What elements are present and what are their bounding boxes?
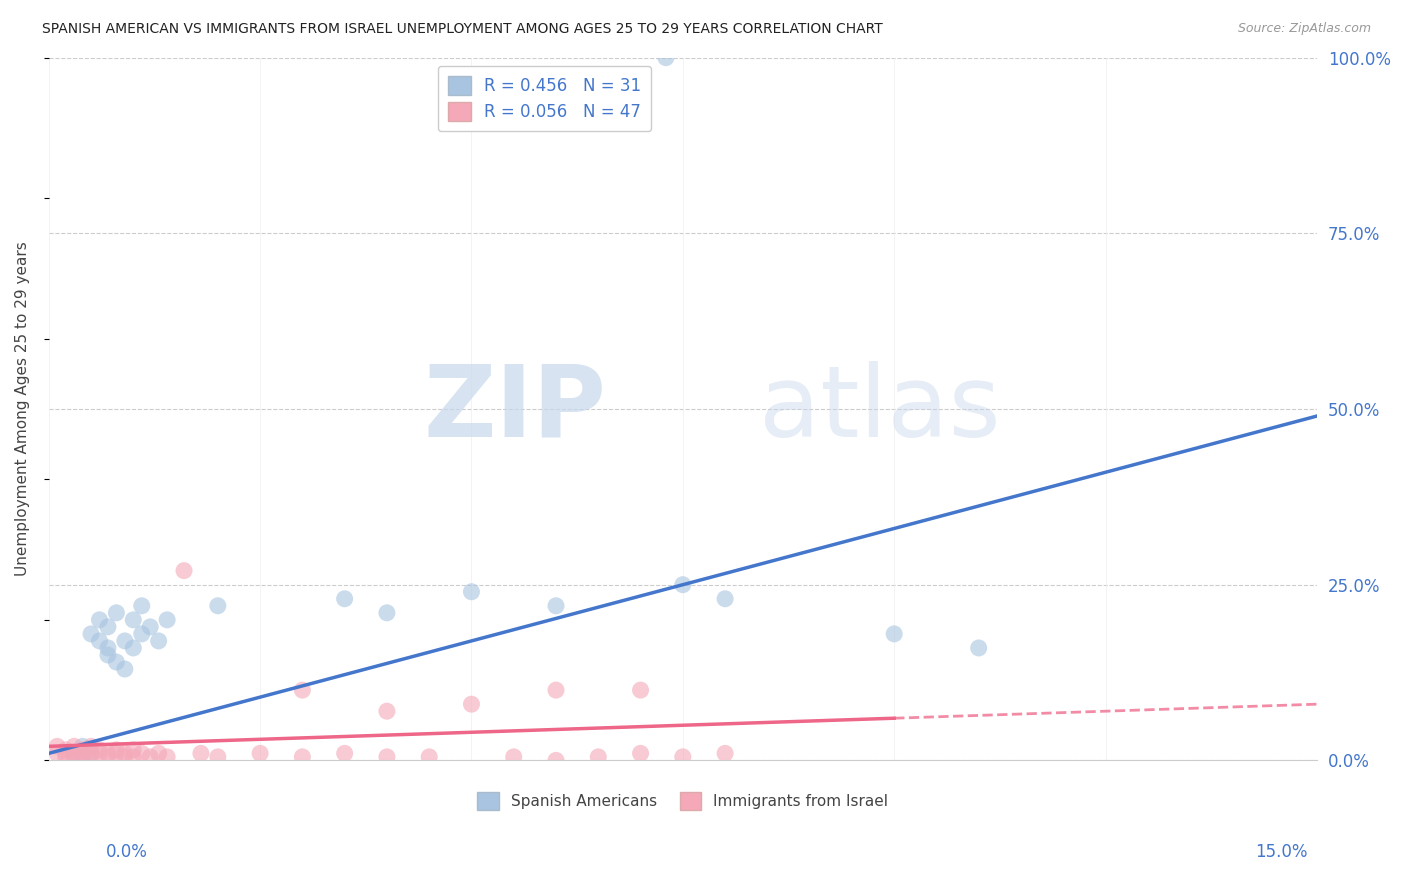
Point: [46, 739, 69, 754]
Point: [122, 640, 145, 655]
Point: [122, 613, 145, 627]
Point: [131, 747, 153, 761]
Point: [375, 606, 398, 620]
Point: [544, 753, 567, 767]
Point: [89, 747, 111, 761]
Point: [114, 750, 136, 764]
Point: [63, 747, 86, 761]
Point: [105, 606, 128, 620]
Point: [72, 739, 94, 754]
Point: [131, 627, 153, 641]
Point: [375, 750, 398, 764]
Point: [72, 743, 94, 757]
Point: [967, 640, 990, 655]
Text: 15.0%: 15.0%: [1256, 843, 1308, 861]
Point: [291, 683, 314, 698]
Point: [55, 743, 77, 757]
Point: [148, 747, 170, 761]
Point: [72, 750, 94, 764]
Point: [630, 747, 652, 761]
Text: Source: ZipAtlas.com: Source: ZipAtlas.com: [1237, 22, 1371, 36]
Point: [139, 750, 162, 764]
Point: [105, 747, 128, 761]
Point: [544, 683, 567, 698]
Point: [97, 648, 120, 662]
Point: [97, 750, 120, 764]
Point: [588, 750, 610, 764]
Point: [114, 662, 136, 676]
Point: [63, 750, 86, 764]
Legend: Spanish Americans, Immigrants from Israel: Spanish Americans, Immigrants from Israe…: [471, 786, 894, 816]
Point: [156, 750, 179, 764]
Point: [714, 747, 737, 761]
Text: 0.0%: 0.0%: [105, 843, 148, 861]
Point: [207, 750, 229, 764]
Point: [89, 634, 111, 648]
Text: ZIP: ZIP: [423, 360, 607, 458]
Point: [333, 591, 356, 606]
Point: [544, 599, 567, 613]
Point: [89, 613, 111, 627]
Point: [122, 750, 145, 764]
Point: [63, 739, 86, 754]
Point: [714, 591, 737, 606]
Text: SPANISH AMERICAN VS IMMIGRANTS FROM ISRAEL UNEMPLOYMENT AMONG AGES 25 TO 29 YEAR: SPANISH AMERICAN VS IMMIGRANTS FROM ISRA…: [42, 22, 883, 37]
Point: [375, 704, 398, 718]
Point: [291, 750, 314, 764]
Point: [105, 655, 128, 669]
Point: [139, 620, 162, 634]
Text: atlas: atlas: [759, 360, 1001, 458]
Point: [63, 747, 86, 761]
Point: [131, 599, 153, 613]
Y-axis label: Unemployment Among Ages 25 to 29 years: Unemployment Among Ages 25 to 29 years: [15, 242, 30, 576]
Point: [672, 578, 695, 592]
Point: [114, 747, 136, 761]
Point: [122, 743, 145, 757]
Point: [72, 747, 94, 761]
Point: [148, 634, 170, 648]
Point: [207, 599, 229, 613]
Point: [249, 747, 271, 761]
Point: [80, 627, 103, 641]
Point: [89, 743, 111, 757]
Point: [55, 747, 77, 761]
Point: [80, 750, 103, 764]
Point: [80, 747, 103, 761]
Point: [97, 747, 120, 761]
Point: [630, 683, 652, 698]
Point: [55, 750, 77, 764]
Point: [418, 750, 440, 764]
Point: [80, 747, 103, 761]
Point: [173, 564, 195, 578]
Point: [460, 584, 482, 599]
Point: [333, 747, 356, 761]
Point: [655, 51, 678, 65]
Point: [460, 697, 482, 711]
Point: [46, 747, 69, 761]
Point: [883, 627, 905, 641]
Point: [114, 634, 136, 648]
Point: [105, 743, 128, 757]
Point: [672, 750, 695, 764]
Point: [80, 739, 103, 754]
Point: [72, 750, 94, 764]
Point: [97, 620, 120, 634]
Point: [502, 750, 524, 764]
Point: [156, 613, 179, 627]
Point: [190, 747, 212, 761]
Point: [97, 640, 120, 655]
